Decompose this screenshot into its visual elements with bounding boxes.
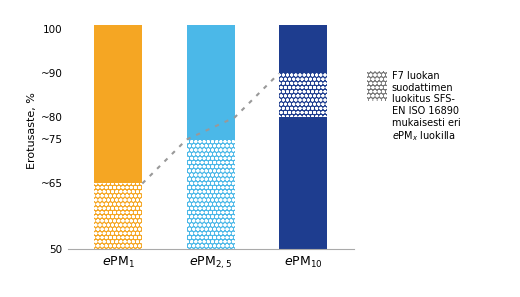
Bar [187, 140, 235, 249]
Bar [94, 184, 142, 249]
Y-axis label: Erotusaste, %: Erotusaste, % [27, 92, 36, 169]
Bar [94, 184, 142, 249]
Bar [279, 25, 327, 249]
Text: F7 luokan
suodattimen
luokitus SFS-
EN ISO 16890
mukaisesti eri
$e$PM$_x$ luokil: F7 luokan suodattimen luokitus SFS- EN I… [392, 71, 460, 143]
Bar [187, 25, 235, 249]
Bar [279, 73, 327, 118]
Bar [187, 140, 235, 249]
Bar [94, 25, 142, 249]
Bar [279, 73, 327, 118]
